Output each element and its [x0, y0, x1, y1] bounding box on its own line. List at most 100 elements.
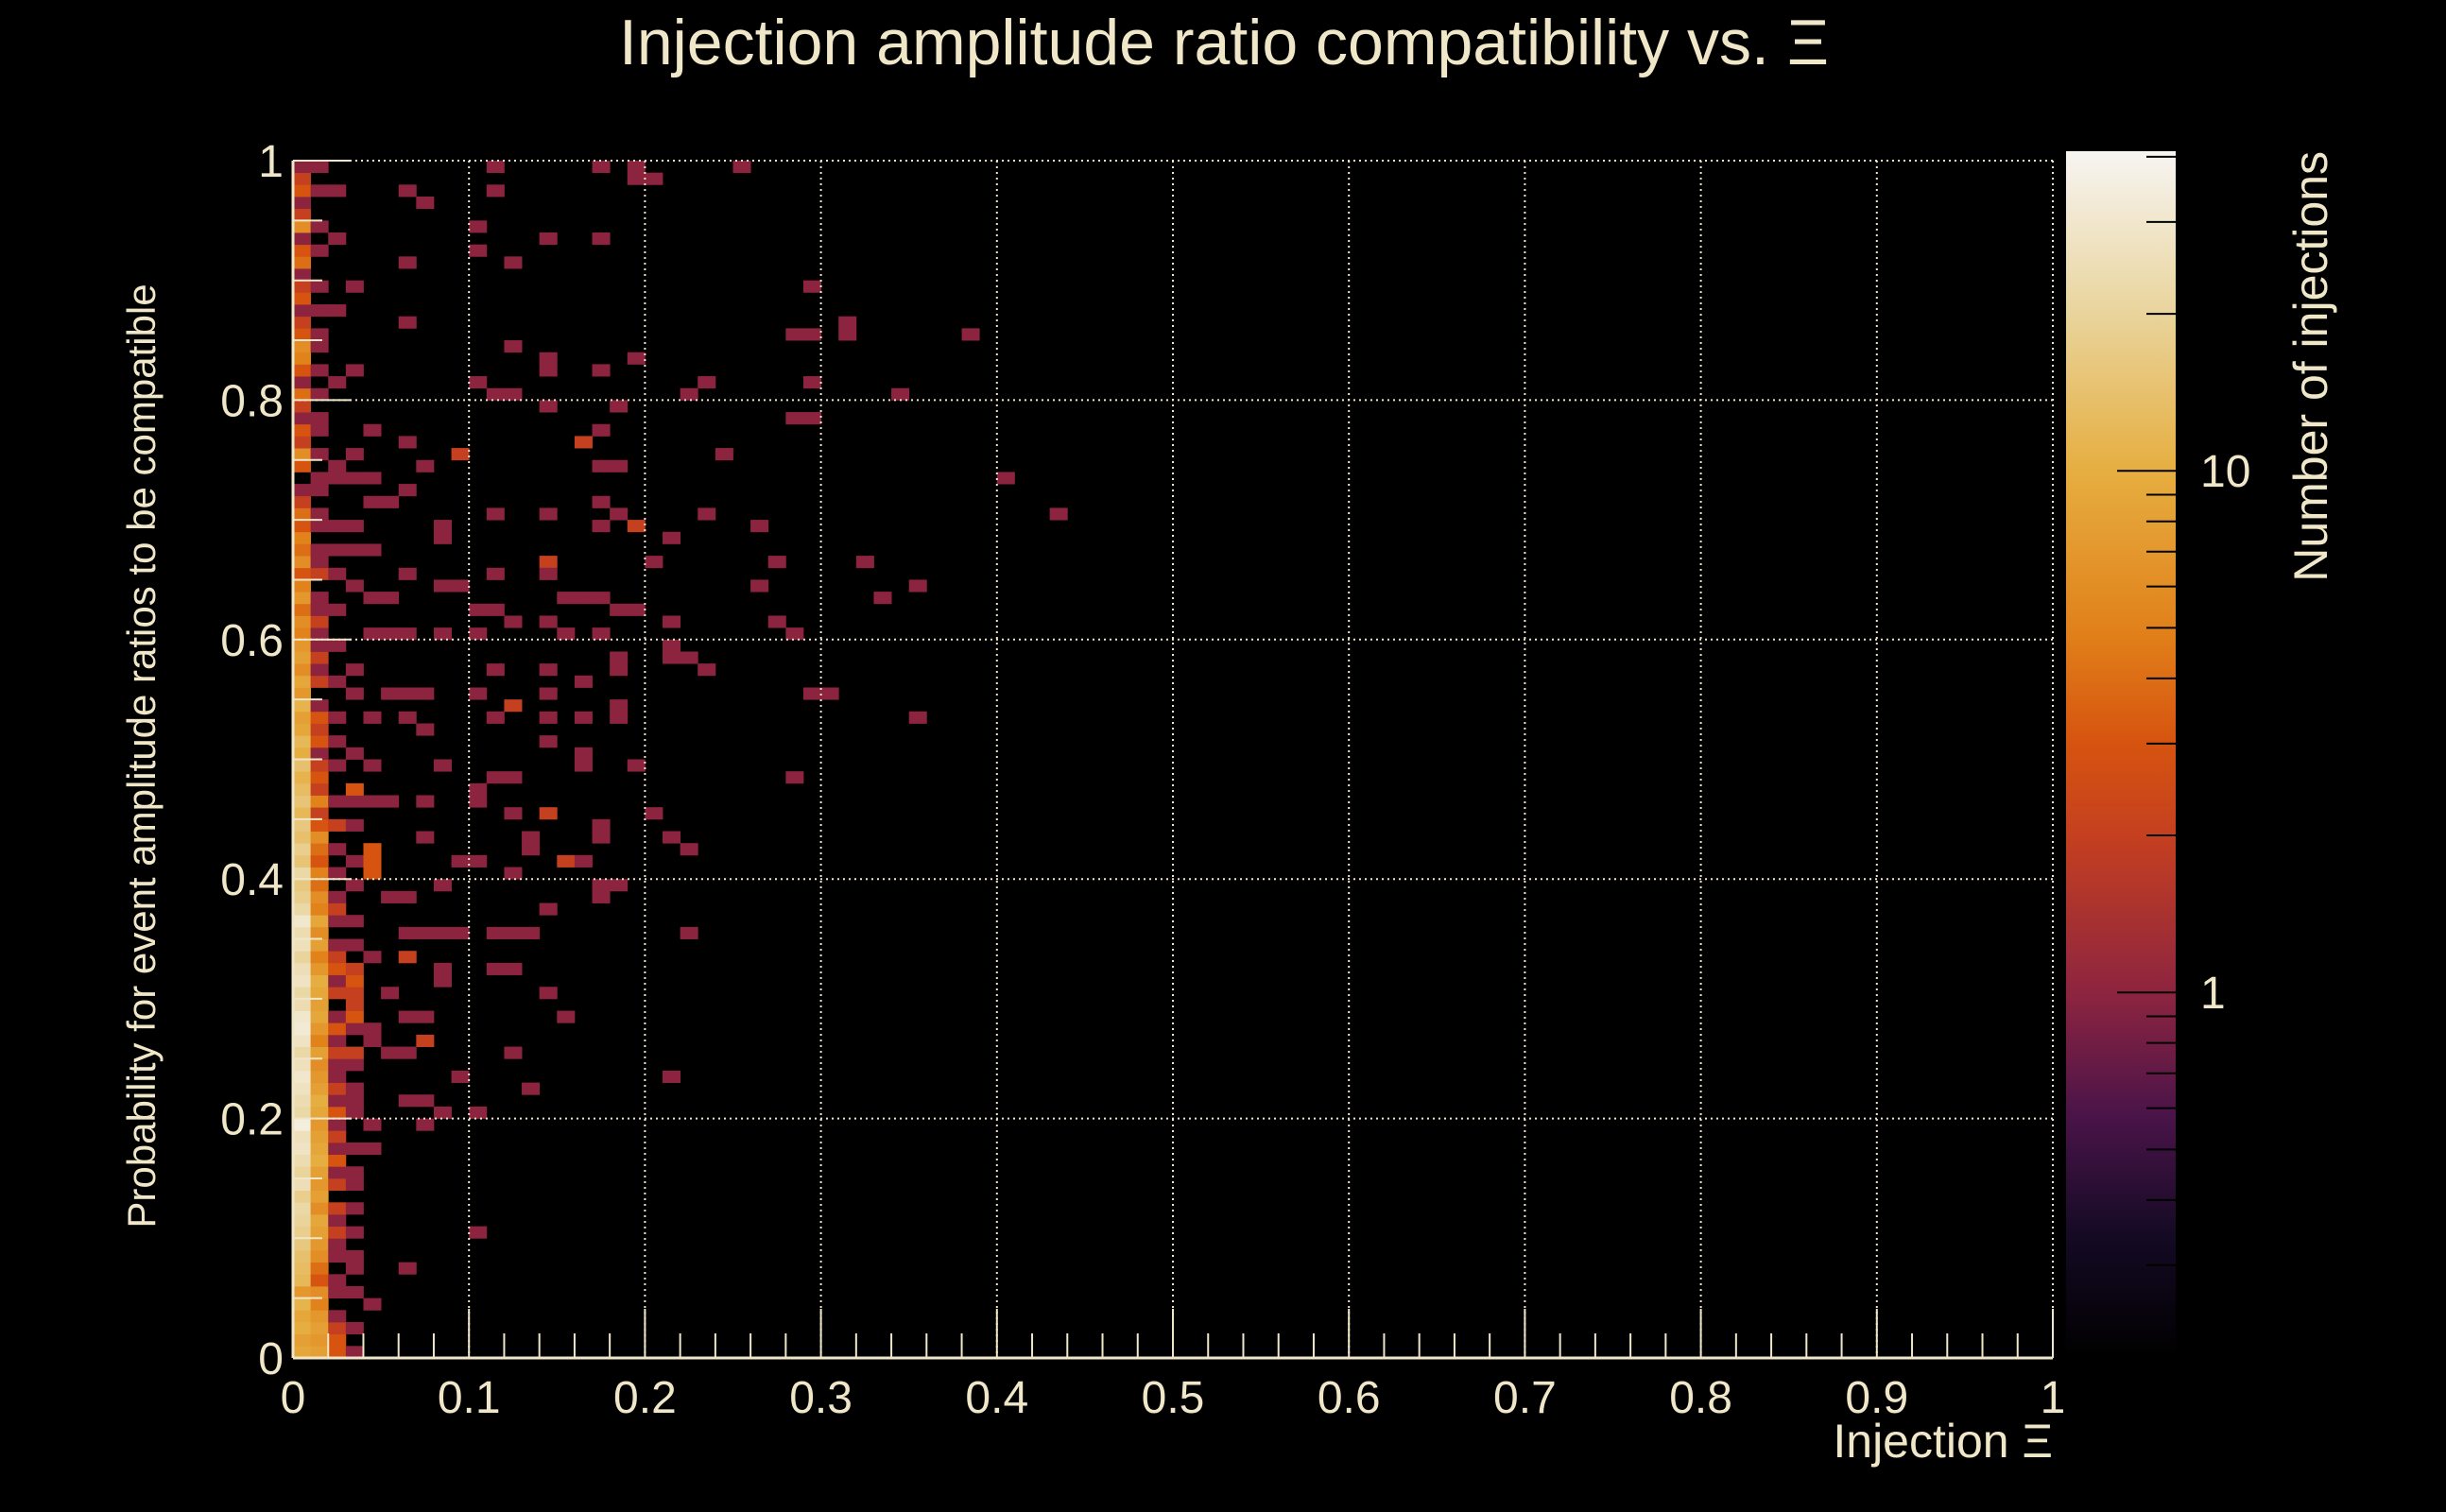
- histogram-cell: [328, 962, 347, 975]
- histogram-cell: [328, 304, 347, 318]
- histogram-cell: [469, 220, 488, 233]
- histogram-cell: [1049, 507, 1068, 521]
- histogram-cell: [398, 1010, 417, 1023]
- histogram-cell: [293, 340, 312, 353]
- histogram-cell: [293, 951, 312, 964]
- histogram-cell: [574, 759, 593, 772]
- histogram-cell: [785, 412, 804, 425]
- histogram-cell: [293, 256, 312, 269]
- histogram-cell: [838, 316, 857, 329]
- histogram-cell: [293, 1274, 312, 1287]
- histogram-cell: [663, 531, 681, 544]
- histogram-cell: [663, 831, 681, 844]
- histogram-cell: [328, 1285, 347, 1299]
- histogram-cell: [293, 436, 312, 449]
- histogram-cell: [363, 472, 382, 485]
- histogram-cell: [592, 495, 611, 508]
- histogram-cell: [416, 687, 435, 700]
- histogram-cell: [891, 387, 910, 401]
- x-tick-label: 1: [2041, 1373, 2066, 1423]
- histogram-cell: [293, 1070, 312, 1083]
- histogram-cell: [416, 795, 435, 808]
- histogram-cell: [592, 364, 611, 377]
- histogram-cell: [345, 280, 364, 293]
- histogram-cells: [293, 161, 1068, 1359]
- histogram-cell: [310, 472, 329, 485]
- histogram-cell: [539, 556, 558, 569]
- histogram-cell: [293, 1022, 312, 1036]
- histogram-cell: [592, 818, 611, 832]
- histogram-cell: [293, 1285, 312, 1299]
- histogram-cell: [328, 915, 347, 928]
- histogram-cell: [310, 831, 329, 844]
- histogram-cell: [486, 962, 505, 975]
- histogram-cell: [486, 507, 505, 521]
- histogram-cell: [750, 579, 769, 593]
- histogram-cell: [293, 902, 312, 916]
- histogram-cell: [310, 543, 329, 557]
- histogram-cell: [328, 1213, 347, 1228]
- histogram-cell: [486, 567, 505, 580]
- y-tick-label: 0.8: [220, 376, 284, 426]
- histogram-cell: [610, 603, 629, 616]
- histogram-cell: [698, 507, 716, 521]
- histogram-cell: [504, 699, 523, 713]
- histogram-cell: [293, 759, 312, 772]
- histogram-cell: [310, 639, 329, 652]
- histogram-cell: [293, 603, 312, 616]
- histogram-cell: [345, 1022, 364, 1036]
- histogram-cell: [610, 663, 629, 677]
- histogram-cell: [610, 651, 629, 664]
- histogram-cell: [645, 172, 663, 185]
- histogram-cell: [293, 184, 312, 198]
- histogram-cell: [750, 520, 769, 533]
- histogram-cell: [293, 220, 312, 233]
- histogram-cell: [627, 161, 646, 174]
- histogram-cell: [310, 304, 329, 318]
- histogram-cell: [398, 687, 417, 700]
- histogram-cell: [451, 448, 470, 461]
- histogram-cell: [328, 1058, 347, 1072]
- histogram-cell: [293, 1142, 312, 1156]
- histogram-cell: [310, 675, 329, 688]
- histogram-cell: [433, 520, 452, 533]
- histogram-cell: [345, 663, 364, 677]
- histogram-cell: [486, 387, 505, 401]
- histogram-cell: [504, 256, 523, 269]
- histogram-cell: [363, 495, 382, 508]
- histogram-cell: [310, 699, 329, 713]
- colorbar-tick-label: 10: [2200, 447, 2250, 497]
- histogram-cell: [293, 208, 312, 221]
- histogram-cell: [293, 1118, 312, 1131]
- histogram-cell: [310, 340, 329, 353]
- histogram-cell: [539, 567, 558, 580]
- histogram-cell: [328, 1177, 347, 1192]
- histogram-cell: [469, 1226, 488, 1239]
- histogram-cell: [469, 603, 488, 616]
- histogram-cell: [539, 663, 558, 677]
- histogram-cell: [486, 771, 505, 784]
- histogram-cell: [310, 1022, 329, 1036]
- histogram-cell: [363, 1142, 382, 1156]
- histogram-cell: [504, 615, 523, 628]
- histogram-cell: [310, 1202, 329, 1215]
- histogram-cell: [416, 831, 435, 844]
- histogram-cell: [539, 507, 558, 521]
- histogram-cell: [293, 795, 312, 808]
- histogram-cell: [293, 232, 312, 246]
- histogram-cell: [293, 1166, 312, 1179]
- histogram-cell: [345, 1106, 364, 1119]
- histogram-cell: [310, 807, 329, 820]
- histogram-cell: [416, 723, 435, 736]
- histogram-cell: [293, 1262, 312, 1275]
- histogram-cell: [310, 1046, 329, 1059]
- histogram-cell: [293, 782, 312, 796]
- histogram-cell: [310, 1166, 329, 1179]
- x-tick-label: 0.4: [965, 1373, 1028, 1423]
- histogram-cell: [310, 1082, 329, 1095]
- x-tick-label: 0.8: [1669, 1373, 1732, 1423]
- histogram-cell: [310, 1190, 329, 1203]
- histogram-cell: [398, 316, 417, 329]
- histogram-cell: [310, 556, 329, 569]
- histogram-cell: [469, 244, 488, 257]
